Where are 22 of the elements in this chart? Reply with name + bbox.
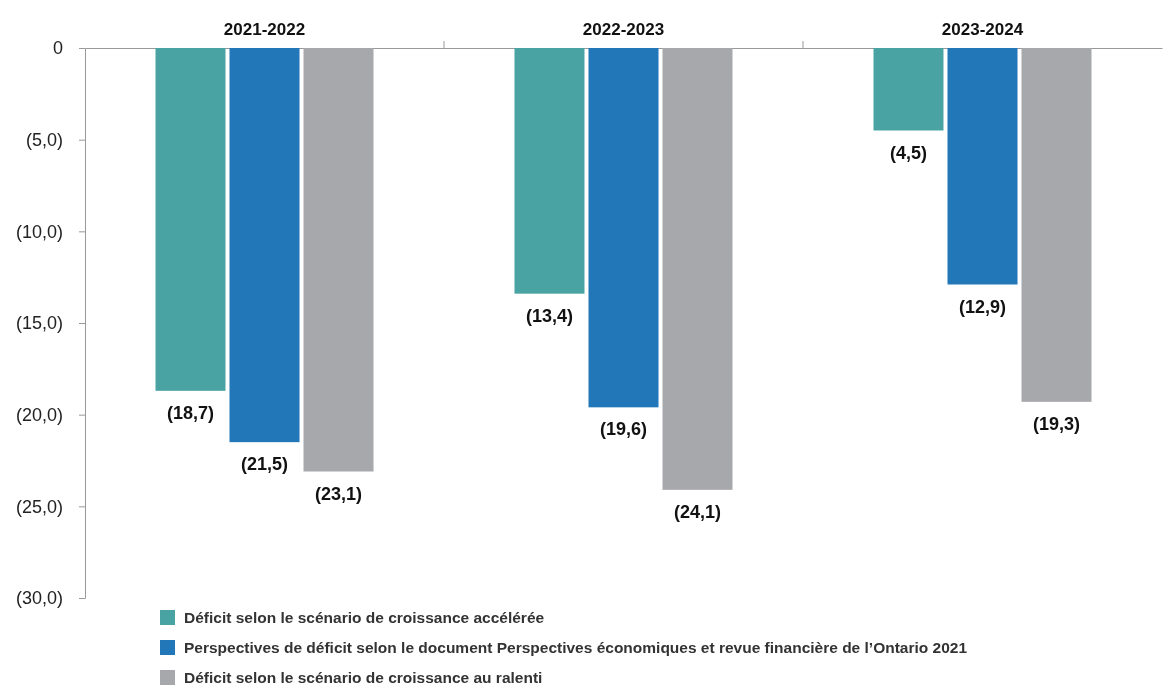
x-tick-label: 2021-2022 [223, 20, 306, 39]
data-label: (24,1) [673, 501, 722, 522]
y-tick-label: (20,0) [15, 404, 63, 425]
data-label: (21,5) [240, 454, 289, 475]
y-tick-label: (15,0) [15, 313, 63, 334]
y-tick-label: (10,0) [15, 221, 63, 242]
x-tick-label: 2023-2024 [941, 20, 1024, 39]
data-label: (18,7) [166, 402, 215, 423]
data-label: (13,4) [525, 305, 574, 326]
y-tick-label: (25,0) [15, 496, 63, 517]
y-tick-label: (5,0) [25, 129, 63, 150]
data-label: (23,1) [314, 483, 363, 504]
legend-label: Déficit selon le scénario de croissance au ralenti [184, 669, 543, 686]
y-tick-label: 0 [52, 38, 63, 59]
y-tick-label: (30,0) [15, 588, 63, 609]
data-label: (12,9) [958, 296, 1007, 317]
legend-label: Perspectives de déficit selon le document Perspectives économiques et revue financière de l’Ontario 2021 [184, 639, 968, 656]
data-label: (19,6) [599, 419, 648, 440]
data-label: (4,5) [889, 142, 928, 163]
data-label: (19,3) [1032, 413, 1081, 434]
x-tick-label: 2022-2023 [582, 20, 665, 39]
legend-label: Déficit selon le scénario de croissance accélérée [184, 609, 545, 626]
